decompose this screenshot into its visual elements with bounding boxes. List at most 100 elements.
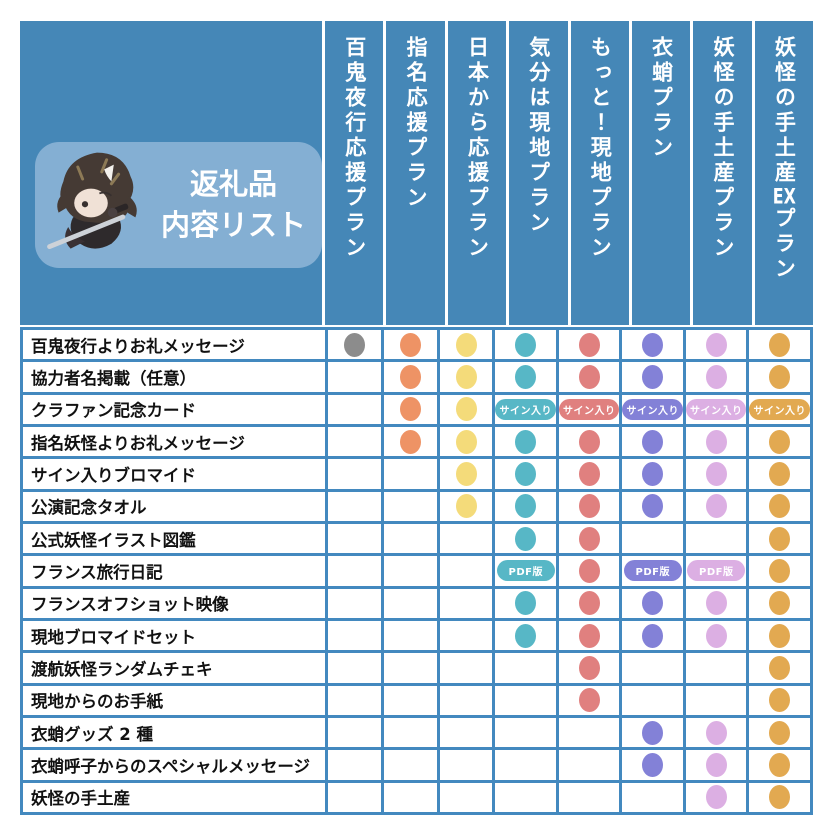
included-dot xyxy=(578,429,600,454)
reward-cell xyxy=(749,718,810,748)
plan-column-header: 衣蛸プラン xyxy=(631,21,691,325)
reward-cell xyxy=(685,524,747,554)
reward-cell xyxy=(622,491,683,521)
reward-cell xyxy=(685,588,747,618)
included-dot xyxy=(769,558,791,583)
plan-column-header: 日本から応援プラン xyxy=(447,21,507,325)
included-dot xyxy=(705,494,727,519)
signed-badge: サイン入り xyxy=(749,398,810,420)
reward-cell xyxy=(622,750,683,780)
included-dot xyxy=(769,494,791,519)
reward-cell xyxy=(383,653,437,683)
plan-column-label: 気分は現地プラン xyxy=(526,36,551,236)
included-dot xyxy=(578,591,600,616)
reward-row-label: 公式妖怪イラスト図鑑 xyxy=(23,524,325,554)
reward-row-label: 妖怪の手土産 xyxy=(23,782,325,812)
included-dot xyxy=(705,785,727,810)
reward-cell xyxy=(439,685,493,715)
reward-cell xyxy=(622,782,683,812)
reward-cell: サイン入り xyxy=(749,394,810,424)
included-dot xyxy=(705,461,727,486)
reward-cell xyxy=(383,621,437,651)
reward-cell xyxy=(622,653,683,683)
reward-cell xyxy=(685,782,747,812)
page-title: 返礼品 内容リスト xyxy=(157,164,322,245)
page-title-line2: 内容リスト xyxy=(160,208,306,242)
reward-row-label: 渡航妖怪ランダムチェキ xyxy=(23,653,325,683)
included-dot xyxy=(399,397,421,422)
plan-column-label: 妖怪の手土産EXプラン xyxy=(772,36,797,282)
included-dot xyxy=(769,364,791,389)
reward-cell xyxy=(622,588,683,618)
reward-cell xyxy=(383,362,437,392)
reward-row-label: 指名妖怪よりお礼メッセージ xyxy=(23,427,325,457)
reward-row-label: フランス旅行日記 xyxy=(23,556,325,586)
reward-cell xyxy=(685,750,747,780)
reward-cell: サイン入り xyxy=(495,394,556,424)
reward-cell xyxy=(685,653,747,683)
included-dot xyxy=(769,655,791,680)
reward-cell: PDF版 xyxy=(685,556,747,586)
reward-cell xyxy=(495,427,556,457)
included-dot xyxy=(642,752,664,777)
reward-cell xyxy=(685,330,747,360)
reward-cell xyxy=(439,653,493,683)
table-body: 百鬼夜行よりお礼メッセージ 協力者名掲載（任意） クラファン記念カード サイン入り サイ… xyxy=(20,327,813,815)
included-dot xyxy=(769,591,791,616)
included-dot xyxy=(515,332,537,357)
reward-cell xyxy=(558,750,620,780)
reward-cell xyxy=(622,330,683,360)
reward-cell xyxy=(328,621,381,651)
included-dot xyxy=(515,494,537,519)
reward-cell xyxy=(439,718,493,748)
included-dot xyxy=(642,364,664,389)
reward-cell xyxy=(383,685,437,715)
plan-column-header: もっと！現地プラン xyxy=(570,21,629,325)
reward-cell xyxy=(328,330,381,360)
included-dot xyxy=(769,526,791,551)
reward-cell xyxy=(383,524,437,554)
reward-cell xyxy=(439,459,493,489)
included-dot xyxy=(578,688,600,713)
reward-cell xyxy=(495,718,556,748)
reward-row-label: 協力者名掲載（任意） xyxy=(23,362,325,392)
table-header: 返礼品 内容リスト 百鬼夜行応援プラン 指名応援プラン 日本から応援プラン 気分は現地… xyxy=(20,21,813,325)
reward-row-label: 衣蛸呼子からのスペシャルメッセージ xyxy=(23,750,325,780)
reward-cell xyxy=(685,459,747,489)
reward-cell xyxy=(383,782,437,812)
reward-cell xyxy=(685,685,747,715)
included-dot xyxy=(578,461,600,486)
reward-cell xyxy=(328,750,381,780)
reward-cell xyxy=(495,362,556,392)
reward-cell xyxy=(495,653,556,683)
included-dot xyxy=(642,720,664,745)
mascot-character-illustration xyxy=(37,141,157,265)
reward-cell xyxy=(495,621,556,651)
reward-cell xyxy=(749,459,810,489)
reward-cell xyxy=(383,330,437,360)
included-dot xyxy=(515,429,537,454)
plan-column-label: 日本から応援プラン xyxy=(465,36,490,261)
reward-cell xyxy=(328,556,381,586)
reward-cell xyxy=(439,621,493,651)
reward-cell xyxy=(495,459,556,489)
included-dot xyxy=(578,655,600,680)
header-corner-cell: 返礼品 内容リスト xyxy=(20,21,322,325)
reward-cell xyxy=(383,718,437,748)
included-dot xyxy=(642,429,664,454)
signed-badge: サイン入り xyxy=(558,398,620,420)
reward-row-label: 衣蛸グッズ 2 種 xyxy=(23,718,325,748)
reward-cell xyxy=(439,524,493,554)
reward-cell xyxy=(622,685,683,715)
reward-row-label: 現地ブロマイドセット xyxy=(23,621,325,651)
plan-column-header: 百鬼夜行応援プラン xyxy=(325,21,384,325)
included-dot xyxy=(769,623,791,648)
reward-cell xyxy=(558,459,620,489)
reward-cell xyxy=(328,459,381,489)
included-dot xyxy=(578,526,600,551)
included-dot xyxy=(399,429,421,454)
reward-cell: サイン入り xyxy=(558,394,620,424)
included-dot xyxy=(343,332,365,357)
reward-cell xyxy=(749,330,810,360)
reward-cell xyxy=(328,718,381,748)
